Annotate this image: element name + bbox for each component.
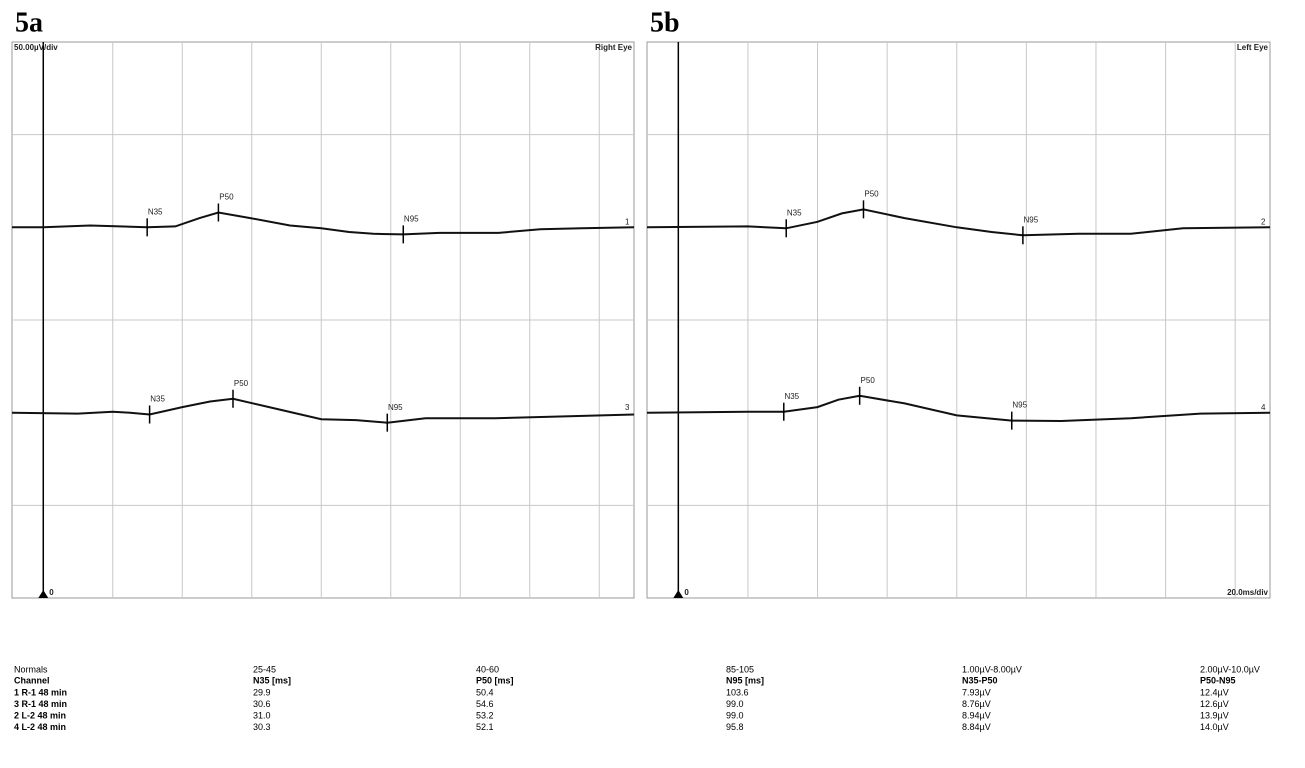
table-cell: 99.0 [726, 710, 744, 720]
channel-number: 1 [625, 217, 630, 226]
table-cell: 30.3 [253, 722, 271, 732]
peak-label: P50 [864, 189, 879, 198]
table-cell: 85-105 [726, 664, 754, 674]
table-cell: Normals [14, 664, 48, 674]
table-cell: P50 [ms] [476, 675, 514, 685]
peak-label: N35 [784, 392, 799, 401]
table-cell: 31.0 [253, 710, 271, 720]
peak-label: P50 [234, 379, 249, 388]
table-cell: N35 [ms] [253, 675, 291, 685]
table-cell: 29.9 [253, 687, 271, 697]
table-cell: 103.6 [726, 687, 749, 697]
table-cell: 12.4µV [1200, 687, 1229, 697]
table-cell: 25-45 [253, 664, 276, 674]
channel-number: 4 [1261, 403, 1266, 412]
peak-label: N35 [787, 208, 802, 217]
channel-number: 3 [625, 403, 630, 412]
table-cell: 99.0 [726, 699, 744, 709]
panel-title: 5a [15, 7, 43, 38]
waveform [646, 208, 1271, 237]
table-cell: 1.00µV-8.00µV [962, 664, 1022, 674]
origin-marker [673, 590, 684, 598]
table-cell: 52.1 [476, 722, 494, 732]
table-cell: 95.8 [726, 722, 744, 732]
table-cell: 50.4 [476, 687, 494, 697]
table-cell: 3 R-1 48 min [14, 699, 67, 709]
peak-label: N95 [404, 214, 419, 223]
table-cell: 2.00µV-10.0µV [1200, 664, 1260, 674]
table-cell: N35-P50 [962, 675, 998, 685]
table-cell: 12.6µV [1200, 699, 1229, 709]
table-cell: 8.94µV [962, 710, 991, 720]
amplitude-scale: 50.00µV/div [14, 43, 58, 52]
origin-marker [38, 590, 49, 598]
peak-label: P50 [861, 376, 876, 385]
origin-label: 0 [49, 588, 54, 597]
table-cell: 8.84µV [962, 722, 991, 732]
time-scale: 20.0ms/div [1227, 588, 1268, 597]
waveform [12, 211, 635, 236]
eye-label: Right Eye [595, 43, 632, 52]
peak-label: N35 [150, 395, 165, 404]
table-cell: 30.6 [253, 699, 271, 709]
table-cell: 4 L-2 48 min [14, 722, 66, 732]
panel-title: 5b [650, 7, 680, 38]
table-cell: 13.9µV [1200, 710, 1229, 720]
eye-label: Left Eye [1237, 43, 1269, 52]
peak-label: N95 [1024, 215, 1039, 224]
table-cell: 40-60 [476, 664, 499, 674]
peak-label: N95 [388, 403, 403, 412]
channel-number: 2 [1261, 217, 1266, 226]
peak-label: N35 [148, 207, 163, 216]
peak-label: N95 [1012, 401, 1027, 410]
peak-label: P50 [219, 193, 234, 202]
waveform [11, 397, 635, 424]
table-cell: N95 [ms] [726, 675, 764, 685]
table-cell: 14.0µV [1200, 722, 1229, 732]
table-cell: 53.2 [476, 710, 494, 720]
table-cell: Channel [14, 675, 50, 685]
table-cell: P50-N95 [1200, 675, 1236, 685]
table-cell: 2 L-2 48 min [14, 710, 66, 720]
table-cell: 8.76µV [962, 699, 991, 709]
table-cell: 54.6 [476, 699, 494, 709]
table-cell: 1 R-1 48 min [14, 687, 67, 697]
origin-label: 0 [684, 588, 689, 597]
table-cell: 7.93µV [962, 687, 991, 697]
